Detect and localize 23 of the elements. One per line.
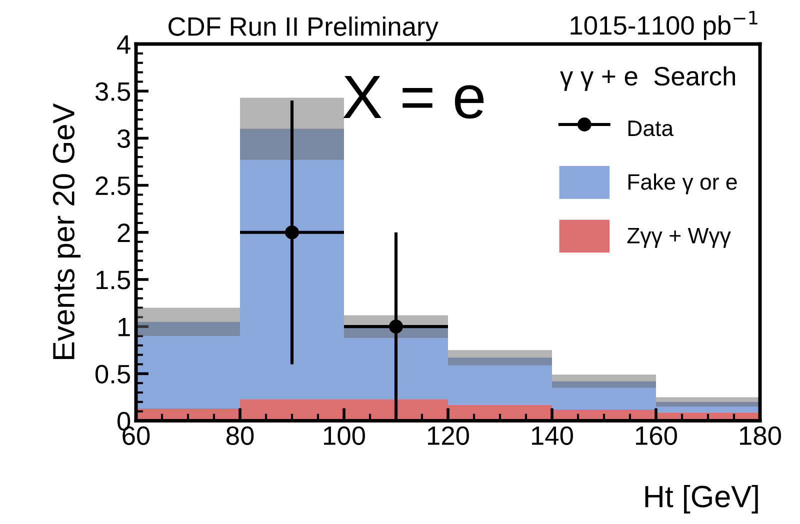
annotation: X = e: [343, 76, 484, 119]
legend-label: Fake γ or e: [628, 174, 737, 194]
text: 1015-1100 pb$^{−1}$: [570, 10, 758, 40]
x-tick-label: 100: [324, 426, 365, 446]
legend-title: γ γ + e Search: [560, 66, 735, 91]
x-tick-label: 80: [226, 426, 254, 446]
legend-label: Data: [628, 120, 674, 136]
y-tick-label: 0.5: [95, 364, 130, 384]
y-tick-label: 1.5: [96, 270, 130, 290]
y-tick-label: 2.5: [96, 176, 130, 196]
y-axis-title: Events per 20 GeV: [52, 103, 81, 359]
x-tick-label: 120: [428, 426, 469, 446]
x-tick-label: 180: [740, 426, 781, 446]
y-tick-label: 2: [118, 224, 130, 242]
y-tick-label: 4: [117, 35, 130, 54]
y-tick-label: 3: [117, 129, 130, 148]
x-tick-label: 160: [636, 426, 677, 446]
legend-label: Zγγ + Wγγ: [627, 228, 731, 248]
y-tick-label: 1: [118, 318, 130, 336]
chart-title: CDF Run II Preliminary: [168, 16, 438, 42]
x-tick-label: 140: [532, 426, 573, 446]
x-axis-title: Ht [GeV]: [645, 484, 758, 514]
y-tick-label: 3.5: [95, 82, 130, 101]
